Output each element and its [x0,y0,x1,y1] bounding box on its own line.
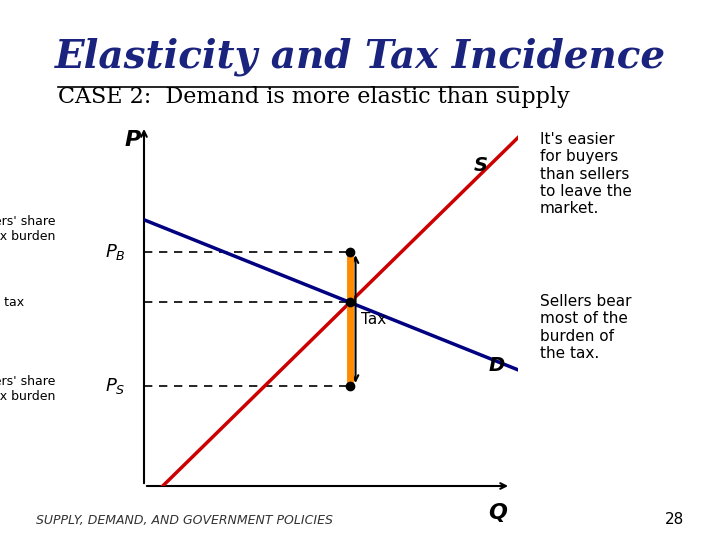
Text: S: S [474,156,487,175]
Text: SUPPLY, DEMAND, AND GOVERNMENT POLICIES: SUPPLY, DEMAND, AND GOVERNMENT POLICIES [36,514,333,527]
Text: P: P [125,130,141,150]
Text: $P_B$: $P_B$ [104,242,125,262]
FancyBboxPatch shape [0,356,91,423]
Text: Sellers' share
of tax burden: Sellers' share of tax burden [0,375,55,403]
Text: CASE 2:  Demand is more elastic than supply: CASE 2: Demand is more elastic than supp… [58,86,570,109]
Text: Tax: Tax [361,312,387,327]
Text: It's easier
for buyers
than sellers
to leave the
market.: It's easier for buyers than sellers to l… [540,132,632,217]
Text: D: D [488,356,505,375]
Text: Sellers bear
most of the
burden of
the tax.: Sellers bear most of the burden of the t… [540,294,631,361]
Text: Q: Q [488,503,507,523]
Text: $P_S$: $P_S$ [105,376,125,396]
Text: 28: 28 [665,512,684,527]
Text: Buyers' share
of tax burden: Buyers' share of tax burden [0,215,55,243]
Text: Elasticity and Tax Incidence: Elasticity and Tax Incidence [55,38,665,76]
FancyBboxPatch shape [0,195,91,262]
Text: Price if no tax: Price if no tax [0,296,24,309]
